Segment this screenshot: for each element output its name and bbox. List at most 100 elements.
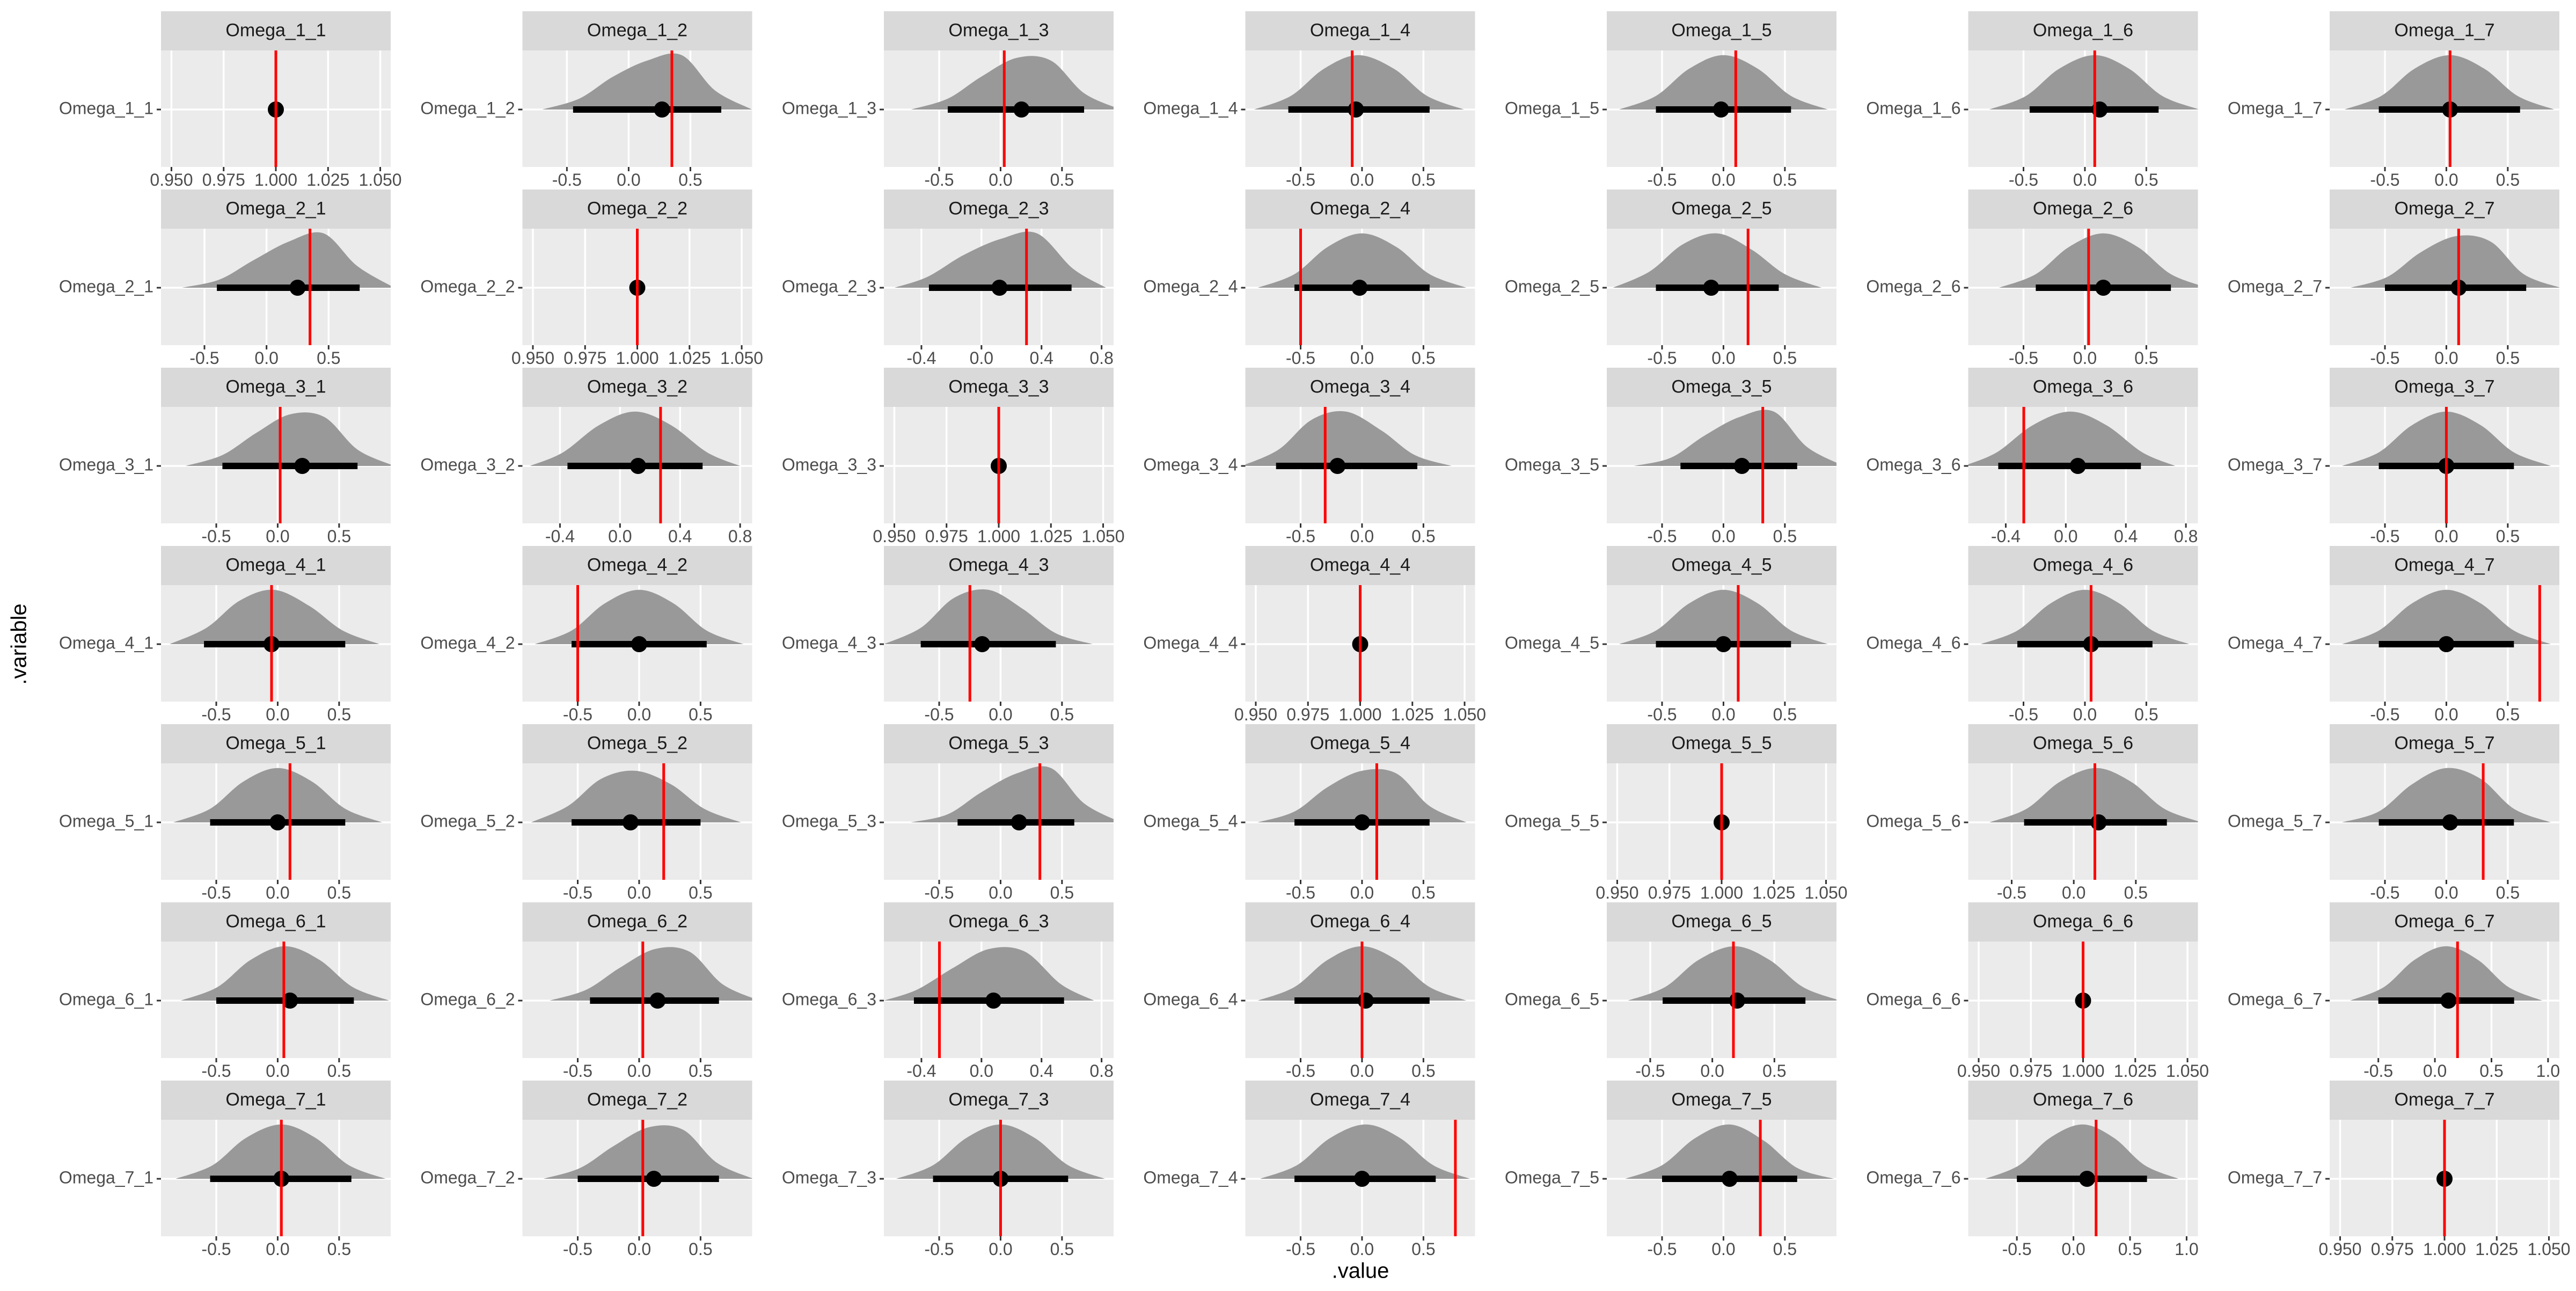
strip-title: Omega_5_4: [1310, 733, 1410, 753]
point-estimate: [1351, 280, 1368, 296]
x-tick-label: 0.0: [627, 1239, 651, 1259]
density-slab: [2350, 235, 2559, 288]
x-tick-label: 0.5: [689, 1239, 712, 1259]
x-tick-label: -0.5: [1286, 1239, 1315, 1259]
x-tick-label: -0.5: [563, 1061, 592, 1081]
x-tick-label: 0.0: [2434, 348, 2458, 368]
point-estimate: [654, 101, 670, 118]
panel-marks: [1634, 407, 1836, 523]
x-tick-label: -0.4: [906, 1061, 936, 1081]
strip: [884, 368, 1114, 407]
strip-title: Omega_1_1: [225, 20, 326, 40]
y-tick-label: Omega_5_1: [59, 811, 153, 830]
x-tick-label: 0.0: [2423, 1061, 2447, 1081]
strip-title: Omega_6_7: [2394, 911, 2494, 931]
x-tick-label: 0.0: [2434, 705, 2458, 724]
strip: [1607, 1081, 1836, 1120]
x-tick-label: 0.5: [689, 705, 712, 724]
x-tick-label: 0.4: [2114, 527, 2138, 546]
y-tick-label: Omega_4_2: [420, 633, 515, 652]
x-tick-label: -0.5: [924, 170, 954, 189]
x-tick-label: 0.0: [1350, 170, 1374, 189]
point-estimate: [649, 993, 666, 1009]
panel-marks: [1989, 763, 2198, 880]
point-estimate: [2440, 993, 2457, 1009]
x-tick-label: 0.975: [2009, 1061, 2052, 1081]
x-tick-label: 0.5: [327, 1061, 351, 1081]
panel-marks: [1613, 229, 1822, 345]
y-tick-label: Omega_6_3: [782, 989, 876, 1009]
x-tick-label: 0.5: [2496, 527, 2520, 546]
strip: [161, 1081, 391, 1120]
strip: [2330, 902, 2559, 942]
x-tick-label: -0.5: [563, 1239, 592, 1259]
density-slab: [1634, 410, 1836, 466]
strip-title: Omega_3_1: [225, 376, 326, 397]
strip-title: Omega_7_1: [225, 1089, 326, 1110]
x-tick-label: 0.5: [689, 1061, 712, 1081]
strip: [2330, 11, 2559, 50]
strip: [1607, 11, 1836, 50]
y-tick-label: Omega_6_5: [1505, 989, 1599, 1009]
panel-marks: [1619, 50, 1828, 167]
panel-marks: [1989, 50, 2198, 167]
x-tick-label: -0.5: [1635, 1061, 1665, 1081]
x-tick-label: 0.5: [689, 883, 712, 902]
y-tick-label: Omega_2_6: [1866, 276, 1960, 296]
strip-title: Omega_5_5: [1671, 733, 1772, 753]
x-tick-label: 0.5: [1411, 170, 1435, 189]
y-tick-label: Omega_3_4: [1143, 455, 1238, 474]
x-tick-label: -0.5: [1286, 1061, 1315, 1081]
point-estimate: [2438, 636, 2455, 652]
strip: [1245, 546, 1475, 585]
strip: [1607, 546, 1836, 585]
x-tick-label: 0.5: [327, 883, 351, 902]
y-tick-label: Omega_1_4: [1143, 98, 1238, 118]
panel-marks: [1985, 1120, 2179, 1236]
x-tick-label: 0.5: [1773, 705, 1797, 724]
density-slab: [543, 1125, 752, 1179]
x-tick-label: 0.5: [2124, 883, 2148, 902]
strip-title: Omega_5_7: [2394, 733, 2494, 753]
strip: [161, 368, 391, 407]
x-tick-label: 0.5: [1762, 1061, 1786, 1081]
x-tick-label: 1.0: [2536, 1061, 2560, 1081]
strip-title: Omega_2_1: [225, 198, 326, 218]
strip: [1607, 189, 1836, 229]
x-tick-label: 0.5: [2134, 705, 2158, 724]
strip-title: Omega_1_3: [948, 20, 1049, 40]
x-tick-label: 0.5: [327, 705, 351, 724]
x-tick-label: 0.5: [2134, 170, 2158, 189]
y-tick-label: Omega_2_7: [2228, 276, 2322, 296]
strip-title: Omega_7_4: [1310, 1089, 1410, 1110]
point-estimate: [2079, 1171, 2095, 1187]
x-tick-label: 0.0: [989, 883, 1012, 902]
x-tick-label: -0.5: [1286, 883, 1315, 902]
x-tick-label: 0.975: [202, 170, 245, 189]
strip: [2330, 1081, 2559, 1120]
x-tick-label: 0.0: [1700, 1061, 1724, 1081]
panel-marks: [543, 1120, 752, 1236]
y-tick-label: Omega_7_1: [59, 1168, 153, 1187]
x-tick-label: 1.025: [2114, 1061, 2157, 1081]
panel-marks: [173, 763, 382, 880]
y-tick-label: Omega_5_6: [1866, 811, 1960, 830]
x-tick-label: 0.5: [1411, 1239, 1435, 1259]
strip-title: Omega_6_3: [948, 911, 1049, 931]
x-tick-label: 0.5: [678, 170, 702, 189]
strip-title: Omega_6_6: [2033, 911, 2133, 931]
x-tick-label: -0.5: [563, 883, 592, 902]
density-slab: [173, 768, 382, 822]
x-tick-label: 0.0: [970, 1061, 993, 1081]
strip: [522, 11, 752, 50]
x-tick-label: -0.5: [2370, 883, 2399, 902]
panel-marks: [894, 229, 1107, 345]
density-slab: [1257, 769, 1467, 822]
x-tick-label: 0.0: [1711, 348, 1735, 368]
strip: [2330, 368, 2559, 407]
x-tick-label: 0.8: [728, 527, 752, 546]
panel-marks: [2075, 942, 2091, 1058]
strip: [1245, 1081, 1475, 1120]
x-tick-label: -0.5: [2002, 1239, 2032, 1259]
strip: [1968, 724, 2198, 763]
